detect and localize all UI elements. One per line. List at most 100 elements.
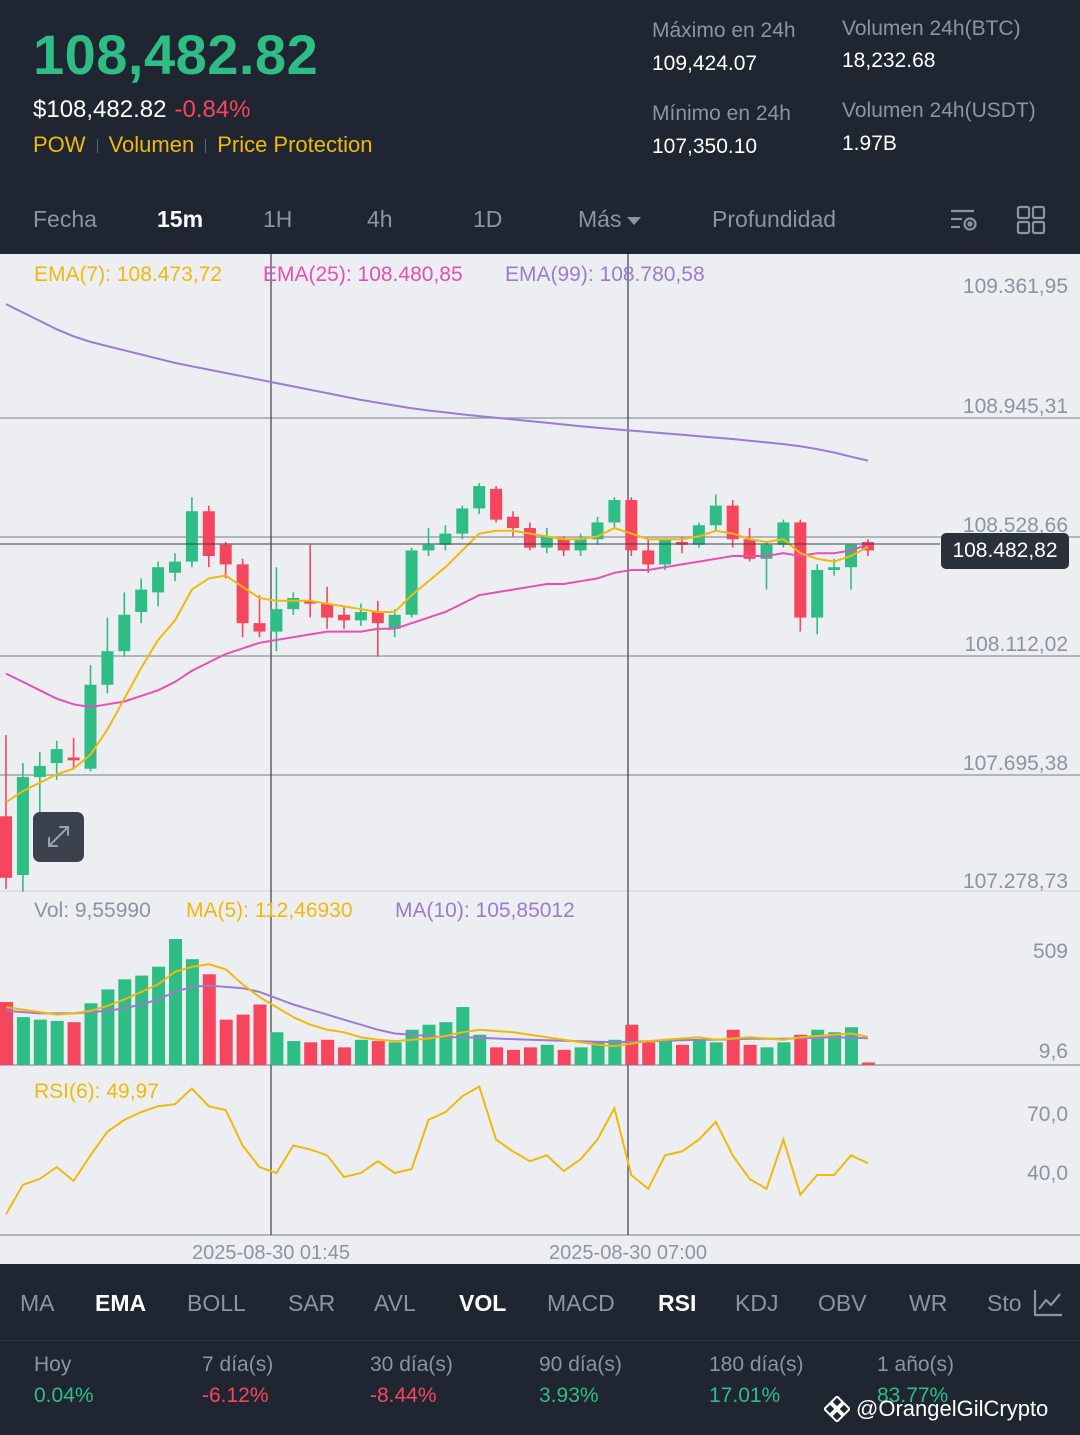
rsi-tick: 70,0 xyxy=(1027,1103,1068,1126)
price-tick: 109.361,95 xyxy=(962,275,1068,298)
candle-body xyxy=(557,539,570,551)
indicator-sar[interactable]: SAR xyxy=(288,1290,336,1316)
ema99-legend: EMA(99): 108.780,58 xyxy=(505,263,705,286)
candle-body xyxy=(388,614,401,629)
indicator-ema[interactable]: EMA xyxy=(95,1290,147,1316)
volume-bar xyxy=(422,1024,436,1065)
candle-body xyxy=(456,508,469,534)
layout-grid-icon[interactable] xyxy=(1015,204,1047,236)
indicator-boll[interactable]: BOLL xyxy=(187,1290,246,1316)
candle-body xyxy=(507,516,519,529)
vol-usdt-label: Volumen 24h(USDT) xyxy=(842,99,1036,122)
volume-bar xyxy=(726,1029,740,1065)
candle-body xyxy=(202,511,215,557)
vol-ma10-legend: MA(10): 105,85012 xyxy=(395,899,575,922)
candle-body xyxy=(185,511,198,562)
indicator-bar: MA EMA BOLL SAR AVL VOL MACD RSI KDJ OBV… xyxy=(0,1264,1080,1340)
volume-bar xyxy=(321,1039,335,1065)
expand-icon xyxy=(48,826,69,847)
price-usd-line: $108,482.82 -0.84% xyxy=(33,96,251,124)
candle-body xyxy=(169,561,181,573)
tab-depth[interactable]: Profundidad xyxy=(712,206,837,232)
indicator-wr[interactable]: WR xyxy=(909,1290,948,1316)
watermark-text: @OrangelGilCrypto xyxy=(856,1396,1049,1421)
tag-volume[interactable]: Volumen xyxy=(108,132,195,157)
volume-bar xyxy=(709,1042,723,1065)
low-24h-label: Mínimo en 24h xyxy=(652,102,791,125)
candle-body xyxy=(371,611,384,624)
candle-body xyxy=(523,528,536,548)
volume-bar xyxy=(692,1039,706,1065)
chart-settings-icon[interactable] xyxy=(948,204,980,236)
low-24h-value: 107,350.10 xyxy=(652,135,758,158)
rsi-line xyxy=(5,1085,869,1215)
diamond-logo-icon xyxy=(824,1396,850,1422)
perf-value-7d: -6.12% xyxy=(202,1384,269,1407)
watermark: @OrangelGilCrypto xyxy=(824,1396,1048,1422)
perf-label-90d: 90 día(s) xyxy=(539,1353,622,1376)
volume-bar xyxy=(557,1049,571,1065)
tab-4h[interactable]: 4h xyxy=(367,206,393,232)
indicator-obv[interactable]: OBV xyxy=(818,1290,867,1316)
candle-body xyxy=(574,539,587,551)
perf-value-1y: 83.77% xyxy=(877,1384,949,1407)
tab-date[interactable]: Fecha xyxy=(33,206,97,232)
tag-pow[interactable]: POW xyxy=(33,132,86,157)
indicator-macd[interactable]: MACD xyxy=(547,1290,615,1316)
volume-bar xyxy=(794,1034,808,1065)
volume-bar xyxy=(760,1047,774,1065)
volume-bar xyxy=(50,1020,64,1065)
volume-bar xyxy=(676,1044,689,1065)
volume-legend: Vol: 9,55990 xyxy=(34,899,151,922)
candle-body xyxy=(439,533,452,545)
volume-bar xyxy=(287,1041,301,1065)
candle-body xyxy=(236,564,249,624)
indicator-avl[interactable]: AVL xyxy=(374,1290,416,1316)
candle-body xyxy=(67,757,80,761)
candle-body xyxy=(135,589,148,612)
perf-label-180d: 180 día(s) xyxy=(709,1353,804,1376)
volume-bar xyxy=(591,1042,605,1065)
chart-area[interactable]: EMA(7): 108.473,72 EMA(25): 108.480,85 E… xyxy=(0,254,1080,1264)
indicator-sto[interactable]: Sto xyxy=(987,1290,1022,1316)
candle-body xyxy=(625,500,638,551)
ema25-line xyxy=(5,543,869,709)
vol-btc-value: 18,232.68 xyxy=(842,49,936,72)
tab-1d[interactable]: 1D xyxy=(473,206,503,232)
tab-more-label: Más xyxy=(578,206,622,232)
expand-chart-button[interactable] xyxy=(33,812,84,862)
candlestick-chart[interactable] xyxy=(0,254,1080,1264)
tab-1h[interactable]: 1H xyxy=(263,206,293,232)
vol-usdt-value: 1.97B xyxy=(842,132,897,155)
volume-bar xyxy=(523,1047,537,1065)
candle-body xyxy=(811,570,824,618)
ema7-line xyxy=(5,526,869,804)
indicator-vol[interactable]: VOL xyxy=(459,1290,507,1316)
perf-label-1y: 1 año(s) xyxy=(877,1353,955,1376)
candle-body xyxy=(659,539,672,565)
indicator-settings-icon[interactable] xyxy=(1032,1288,1064,1318)
candle-body xyxy=(709,505,722,526)
volume-bar xyxy=(743,1044,757,1065)
candle-body xyxy=(692,525,705,545)
ema25-legend: EMA(25): 108.480,85 xyxy=(263,263,463,286)
volume-bar xyxy=(574,1047,588,1065)
perf-value-today: 0.04% xyxy=(34,1384,94,1407)
tag-price-protection[interactable]: Price Protection xyxy=(217,132,373,157)
indicator-rsi[interactable]: RSI xyxy=(658,1290,697,1316)
price-tick: 107.278,73 xyxy=(962,870,1068,893)
candle-body xyxy=(0,816,12,878)
candle-body xyxy=(861,542,874,551)
tab-15m[interactable]: 15m xyxy=(157,206,204,232)
last-price-tag: 108.482,82 xyxy=(941,533,1069,569)
candle-body xyxy=(16,777,29,876)
price-tick: 108.528,66 xyxy=(962,514,1068,537)
volume-bar xyxy=(777,1042,791,1065)
indicator-kdj[interactable]: KDJ xyxy=(735,1290,779,1316)
price-tick: 107.695,38 xyxy=(962,752,1068,775)
tab-more[interactable]: Más xyxy=(578,206,642,233)
indicator-ma[interactable]: MA xyxy=(20,1290,55,1316)
volume-bar xyxy=(845,1027,858,1065)
candle-body xyxy=(422,544,435,551)
candle-body xyxy=(490,488,503,520)
